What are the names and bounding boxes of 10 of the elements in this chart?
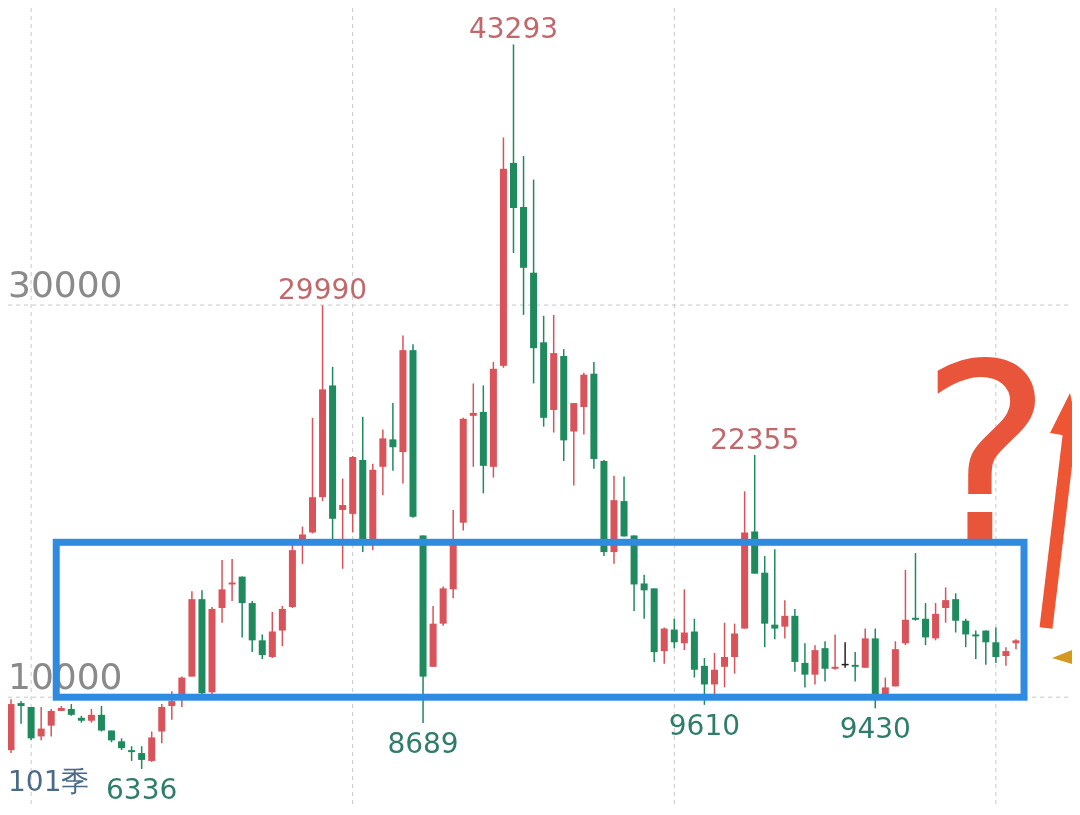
annotation: 6336 [106, 773, 178, 807]
annotation: 43293 [468, 12, 559, 46]
annotation: 9430 [839, 712, 911, 746]
annotation: ? [919, 311, 1053, 602]
annotation: 22355 [710, 422, 800, 456]
annotation: 9610 [668, 708, 741, 742]
annotation: 8689 [387, 726, 459, 760]
annotation: 101季 [8, 765, 90, 798]
annotation: 29990 [278, 273, 368, 307]
y-tick-label: 30000 [8, 264, 123, 306]
